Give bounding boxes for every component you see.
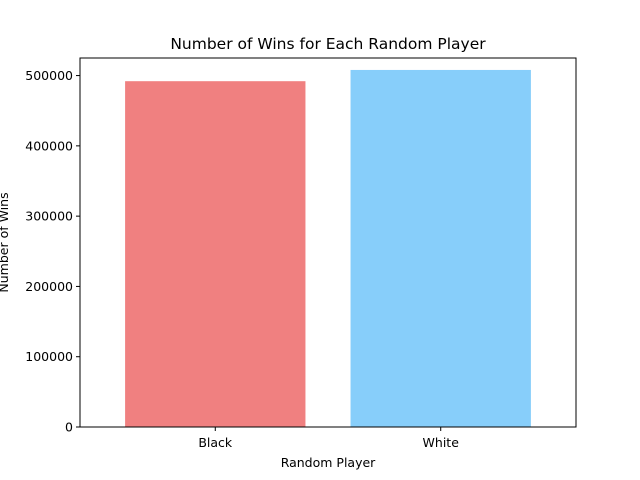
bar-white xyxy=(350,69,531,427)
x-tick-label: White xyxy=(423,435,460,450)
x-axis-ticks: Black White xyxy=(198,427,459,450)
chart-title: Number of Wins for Each Random Player xyxy=(170,35,486,53)
bar-black xyxy=(125,81,306,428)
y-axis-label: Number of Wins xyxy=(0,192,11,292)
bars-layer xyxy=(125,69,531,428)
y-tick-label: 300000 xyxy=(25,209,73,224)
plot-frame xyxy=(79,57,577,428)
y-tick-label: 0 xyxy=(65,420,73,435)
y-tick-label: 400000 xyxy=(25,138,73,153)
x-tick-label: Black xyxy=(198,435,233,450)
x-axis-label: Random Player xyxy=(281,455,376,470)
y-tick-label: 200000 xyxy=(25,279,73,294)
y-axis-ticks: 0 100000 200000 300000 400000 500000 xyxy=(25,68,80,435)
y-tick-label: 100000 xyxy=(25,349,73,364)
y-tick-label: 500000 xyxy=(25,68,73,83)
